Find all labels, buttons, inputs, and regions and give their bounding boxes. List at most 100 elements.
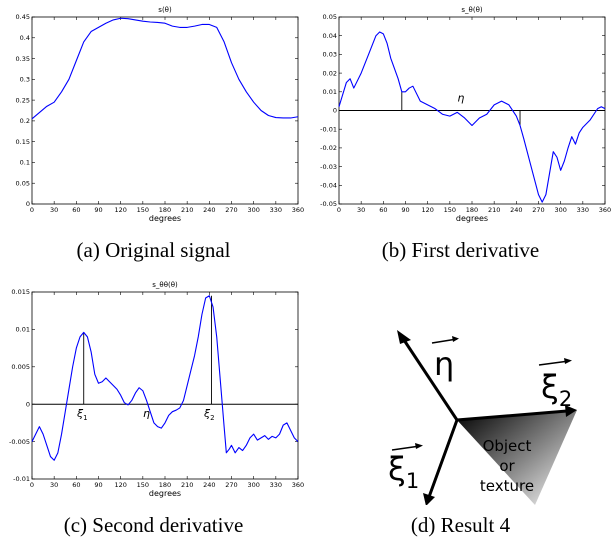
annotation-subscript: 1 bbox=[83, 414, 87, 422]
series-line bbox=[338, 31, 606, 203]
x-tick-label: 300 bbox=[247, 206, 259, 214]
xi2-subscript: 2 bbox=[559, 387, 572, 411]
y-tick-label: 0.04 bbox=[323, 32, 337, 40]
y-tick-label: -0.05 bbox=[320, 200, 337, 208]
x-tick-label: 180 bbox=[159, 481, 171, 489]
xi2-arrowhead bbox=[565, 405, 577, 417]
x-tick-label: 180 bbox=[466, 206, 478, 214]
object-label-line3: texture bbox=[480, 477, 534, 495]
annotation-symbol: η bbox=[457, 91, 464, 104]
xi1-overarrow bbox=[391, 445, 421, 451]
xi2-label: ξ2 bbox=[541, 368, 572, 411]
x-tick-label: 330 bbox=[270, 481, 282, 489]
y-tick-label: 0 bbox=[333, 107, 337, 115]
x-tick-label: 270 bbox=[225, 481, 237, 489]
diagram-d: η ξ2 ξ1 Object or texture bbox=[388, 330, 577, 505]
x-tick-label: 210 bbox=[181, 481, 193, 489]
annotation-symbol: ξ bbox=[203, 407, 211, 420]
x-tick-label: 0 bbox=[30, 206, 34, 214]
eta-vector bbox=[400, 336, 459, 421]
panel-b: s_θ(θ) 0 30 60 90 120 150 180 210 240 270 300 330 360… bbox=[307, 0, 614, 275]
x-tick-label: 360 bbox=[292, 481, 304, 489]
plot-frame bbox=[31, 291, 299, 480]
x-tick-label: 360 bbox=[292, 206, 304, 214]
x-tick-label: 150 bbox=[444, 206, 456, 214]
chart-title: s_θ(θ) bbox=[461, 6, 482, 14]
y-tick-label: 0.1 bbox=[20, 159, 30, 167]
y-tick-label: 0.015 bbox=[11, 288, 30, 296]
panel-c: s_θθ(θ) 0 30 60 90 120 150 180 210 240 270 300 330 36… bbox=[0, 275, 307, 550]
y-tick-label: 0.01 bbox=[16, 326, 30, 334]
x-tick-label: 330 bbox=[577, 206, 589, 214]
x-tick-label: 330 bbox=[270, 206, 282, 214]
y-tick-label: 0.4 bbox=[20, 34, 30, 42]
x-axis-label: degrees bbox=[149, 214, 181, 223]
x-tick-label: 0 bbox=[30, 481, 34, 489]
y-tick-label: 0.35 bbox=[16, 55, 30, 63]
y-tick-label: 0.45 bbox=[16, 13, 30, 21]
annotation-symbol: η bbox=[143, 407, 150, 420]
y-tick-label: 0.005 bbox=[11, 363, 30, 371]
x-tick-label: 60 bbox=[72, 481, 80, 489]
x-tick-label: 300 bbox=[554, 206, 566, 214]
y-tick-label: -0.02 bbox=[320, 144, 337, 152]
xi1-symbol: ξ bbox=[388, 450, 406, 488]
x-tick-label: 120 bbox=[114, 206, 126, 214]
panel-a: s(θ) 0 30 60 90 120 150 180 210 240 270 300 330 360 0 0… bbox=[0, 0, 307, 275]
object-shape bbox=[457, 410, 577, 505]
chart-title: s_θθ(θ) bbox=[152, 281, 178, 289]
x-tick-label: 30 bbox=[50, 206, 58, 214]
x-tick-label: 360 bbox=[599, 206, 611, 214]
y-tick-label: 0 bbox=[26, 200, 30, 208]
x-axis-label: degrees bbox=[149, 489, 181, 498]
x-tick-label: 240 bbox=[510, 206, 522, 214]
eta-overarrow-head bbox=[452, 336, 459, 342]
eta-label: η bbox=[434, 345, 454, 383]
x-tick-label: 30 bbox=[50, 481, 58, 489]
y-tick-label: 0.15 bbox=[16, 138, 30, 146]
xi2-symbol: ξ bbox=[541, 368, 559, 406]
x-tick-label: 180 bbox=[159, 206, 171, 214]
x-tick-label: 240 bbox=[203, 481, 215, 489]
caption-a: (a) Original signal bbox=[76, 238, 231, 262]
x-tick-label: 90 bbox=[94, 206, 102, 214]
caption-d: (d) Result 4 bbox=[410, 513, 511, 537]
x-tick-label: 120 bbox=[114, 481, 126, 489]
panel-d: η ξ2 ξ1 Object or texture (d) Result 4 bbox=[307, 275, 614, 550]
y-tick-label: 0.03 bbox=[323, 51, 337, 59]
x-tick-label: 270 bbox=[225, 206, 237, 214]
chart-b: s_θ(θ) 0 30 60 90 120 150 180 210 240 270 300 330 360… bbox=[320, 6, 611, 223]
annotation-label: η bbox=[143, 407, 150, 420]
y-tick-label: -0.005 bbox=[9, 438, 30, 446]
y-tick-label: 0.05 bbox=[323, 13, 337, 21]
y-tick-label: 0.25 bbox=[16, 96, 30, 104]
xi1-arrowhead bbox=[423, 493, 435, 505]
y-tick-label: 0.3 bbox=[20, 76, 30, 84]
x-tick-label: 60 bbox=[379, 206, 387, 214]
y-tick-label: -0.03 bbox=[320, 163, 337, 171]
xi1-vector bbox=[427, 419, 459, 498]
x-axis-label: degrees bbox=[456, 214, 488, 223]
x-tick-label: 210 bbox=[181, 206, 193, 214]
x-tick-label: 30 bbox=[357, 206, 365, 214]
x-tick-label: 150 bbox=[137, 206, 149, 214]
y-tick-label: 0.01 bbox=[323, 88, 337, 96]
y-tick-label: -0.01 bbox=[320, 125, 337, 133]
caption-c: (c) Second derivative bbox=[63, 513, 244, 537]
x-tick-label: 120 bbox=[421, 206, 433, 214]
annotation-label: ξ1 bbox=[76, 407, 88, 422]
eta-arrowhead bbox=[397, 330, 411, 344]
chart-c: s_θθ(θ)0 30 60 90 120 150 180 210 240 270 300 330 36… bbox=[9, 281, 304, 498]
plot-frame bbox=[31, 16, 299, 205]
x-tick-label: 0 bbox=[337, 206, 341, 214]
y-tick-label: -0.04 bbox=[320, 182, 337, 190]
x-tick-label: 210 bbox=[488, 206, 500, 214]
x-tick-label: 240 bbox=[203, 206, 215, 214]
xi1-label: ξ1 bbox=[388, 450, 419, 493]
y-tick-label: 0.02 bbox=[323, 69, 337, 77]
x-tick-label: 90 bbox=[94, 481, 102, 489]
series-line bbox=[31, 17, 299, 120]
annotation-label: ξ2 bbox=[203, 407, 215, 422]
x-tick-label: 150 bbox=[137, 481, 149, 489]
annotation-symbol: ξ bbox=[76, 407, 84, 420]
